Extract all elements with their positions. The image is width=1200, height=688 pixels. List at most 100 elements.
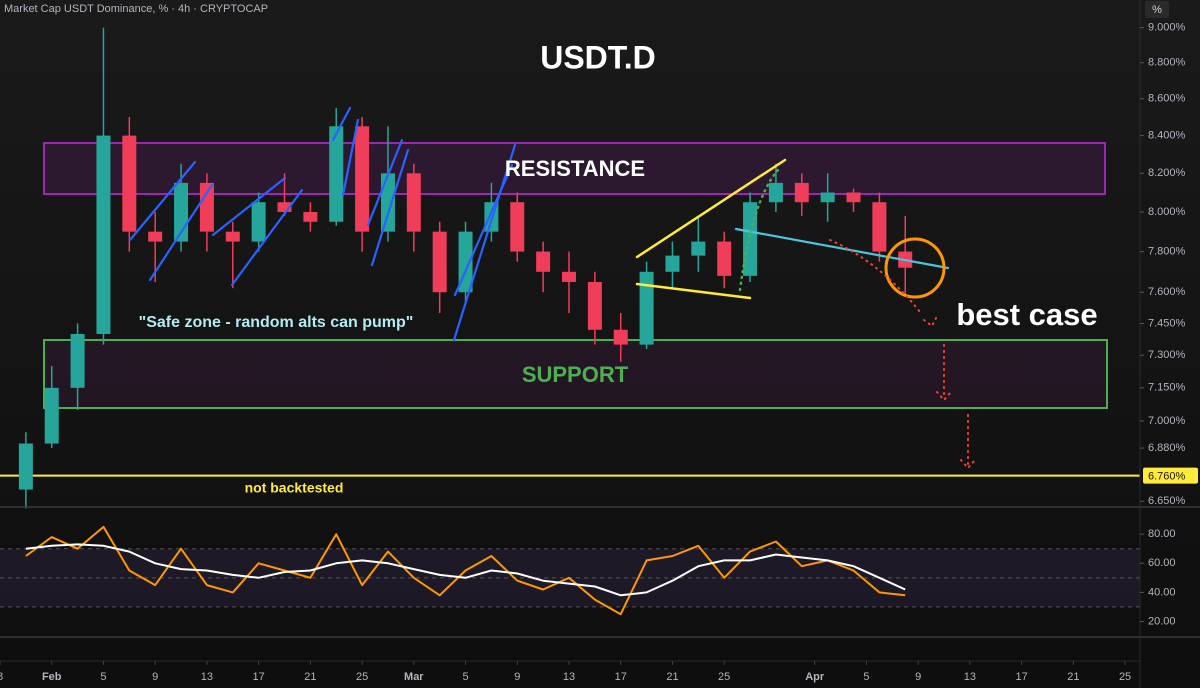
candle-body xyxy=(691,241,706,256)
y-tick-label: 8.600% xyxy=(1148,93,1186,105)
candle-body xyxy=(717,241,732,276)
y-tick-label: 6.880% xyxy=(1148,442,1186,454)
y-tick-label: 60.00 xyxy=(1148,557,1176,569)
trendline xyxy=(341,118,360,197)
trendline xyxy=(230,188,304,287)
x-tick-label: 17 xyxy=(615,671,627,683)
candle-body xyxy=(355,126,370,232)
candle-body xyxy=(70,334,85,388)
candle-body xyxy=(303,211,318,222)
candle-body xyxy=(743,202,758,276)
level-label: 6.760% xyxy=(1148,471,1186,483)
wedge-bottom xyxy=(635,282,752,300)
y-tick-label: 8.400% xyxy=(1148,129,1186,141)
y-tick-label: 8.200% xyxy=(1148,167,1186,179)
resistance-zone xyxy=(43,142,1106,195)
x-tick-label: 13 xyxy=(201,671,213,683)
y-tick-label: 20.00 xyxy=(1148,615,1176,627)
blue-channels xyxy=(128,106,517,342)
candle-body xyxy=(96,135,111,335)
candle-body xyxy=(380,173,395,232)
plot xyxy=(0,27,1140,616)
not-backtested-label: not backtested xyxy=(245,480,344,496)
x-tick-label: 25 xyxy=(356,671,368,683)
x-tick-label: 5 xyxy=(863,671,869,683)
drawings: USDT.D RESISTANCE SUPPORT "Safe zone - r… xyxy=(128,39,1098,496)
candle-body xyxy=(665,255,680,272)
candle-body xyxy=(251,202,266,242)
trendline-cyan xyxy=(734,227,950,270)
y-tick-label: 40.00 xyxy=(1148,586,1176,598)
x-tick-label: 13 xyxy=(563,671,575,683)
candle-body xyxy=(277,202,292,212)
candle-body xyxy=(639,271,654,345)
trendline xyxy=(366,138,404,227)
support-label: SUPPORT xyxy=(522,362,629,387)
y-unit: % xyxy=(1152,4,1162,16)
x-tick-label: 5 xyxy=(462,671,468,683)
rsi-line xyxy=(25,543,906,597)
safe-zone-label: "Safe zone - random alts can pump" xyxy=(139,314,414,331)
trendline xyxy=(128,160,197,242)
level-badge xyxy=(1143,467,1198,484)
y-tick-label: 8.000% xyxy=(1148,206,1186,218)
projection-paths xyxy=(829,239,976,470)
chart-title: USDT.D xyxy=(540,39,656,75)
y-tick-label: 7.600% xyxy=(1148,286,1186,298)
candle-body xyxy=(562,271,576,282)
x-tick-label: 17 xyxy=(1015,671,1027,683)
projection xyxy=(960,414,976,470)
candle-body xyxy=(329,126,344,222)
x-tick-label: 25 xyxy=(1119,671,1131,683)
x-tick-label: 9 xyxy=(915,671,921,683)
trendline xyxy=(452,143,517,342)
x-tick-label: Mar xyxy=(404,671,424,683)
candle-body xyxy=(199,182,214,232)
dotted-path xyxy=(738,168,780,292)
projection xyxy=(829,239,921,313)
x-tick-label: Apr xyxy=(805,671,825,683)
candle-body xyxy=(148,231,163,242)
y-tick-label: 7.000% xyxy=(1148,415,1186,427)
y-tick-label: 7.300% xyxy=(1148,349,1186,361)
x-tick-label: 9 xyxy=(514,671,520,683)
candle-body xyxy=(613,329,628,345)
y-tick-label: 7.450% xyxy=(1148,317,1186,329)
support-zone xyxy=(43,339,1108,409)
candle-body xyxy=(122,135,137,232)
trendline xyxy=(148,183,214,282)
y-tick-label: 8.800% xyxy=(1148,57,1186,69)
candle-body xyxy=(794,182,809,203)
trendline xyxy=(370,148,410,267)
x-tick-label: 25 xyxy=(718,671,730,683)
candle-body xyxy=(820,192,835,203)
candle-body xyxy=(768,182,783,203)
highlight-circle xyxy=(884,237,946,299)
x-tick-label: 13 xyxy=(964,671,976,683)
candle-body xyxy=(432,231,447,293)
candle-body xyxy=(846,192,861,203)
x-tick-label: 8 xyxy=(0,671,3,683)
x-tick-label: 5 xyxy=(100,671,106,683)
candle-body xyxy=(510,202,525,252)
x-tick-label: Feb xyxy=(42,671,62,683)
candle-body xyxy=(872,202,887,252)
y-tick-label: 80.00 xyxy=(1148,528,1176,540)
best-case-label: best case xyxy=(956,297,1097,332)
candle-body xyxy=(587,281,602,330)
candle-body xyxy=(406,173,421,232)
candle-body xyxy=(44,387,59,444)
y-tick-label: 7.150% xyxy=(1148,382,1186,394)
candle-body xyxy=(536,251,551,272)
x-tick-label: 21 xyxy=(1067,671,1079,683)
panes xyxy=(43,142,1108,409)
x-tick-label: 21 xyxy=(666,671,678,683)
trendline xyxy=(331,106,352,142)
y-tick-label: 6.650% xyxy=(1148,495,1186,507)
x-tick-label: 17 xyxy=(253,671,265,683)
